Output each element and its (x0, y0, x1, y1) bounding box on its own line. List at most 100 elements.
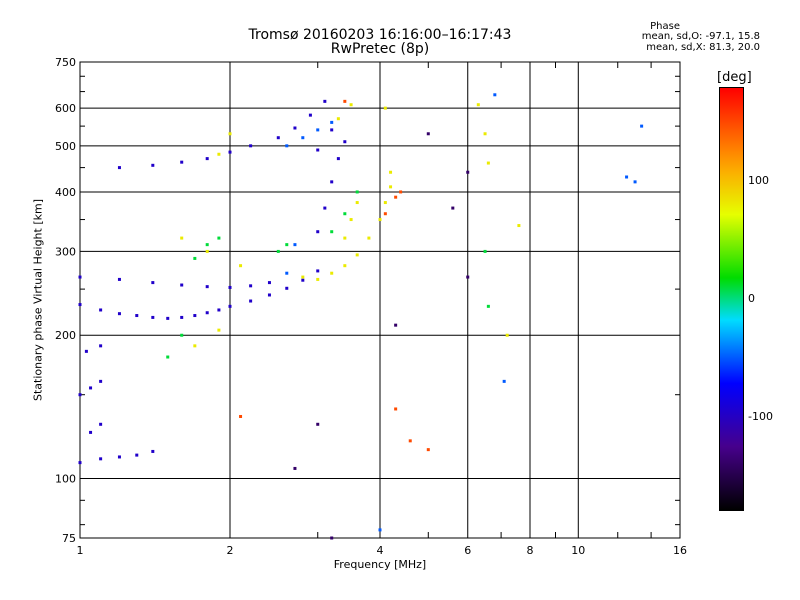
data-point (389, 170, 393, 174)
data-point (117, 455, 121, 459)
data-point (330, 180, 334, 184)
data-point (330, 128, 334, 132)
data-point (323, 99, 327, 103)
data-point (399, 190, 403, 194)
data-point (205, 311, 209, 315)
data-point (330, 230, 334, 234)
data-point (505, 333, 509, 337)
data-point (355, 201, 359, 205)
data-point (285, 271, 289, 275)
x-tick-label: 16 (673, 544, 687, 557)
data-point (217, 236, 221, 240)
data-point (193, 256, 197, 260)
data-point (84, 349, 88, 353)
data-point (205, 249, 209, 253)
x-tick-label: 2 (227, 544, 234, 557)
data-point (625, 175, 629, 179)
data-point (117, 312, 121, 316)
data-point (343, 264, 347, 268)
data-point (451, 206, 455, 210)
data-point (249, 144, 253, 148)
data-point (336, 117, 340, 121)
data-point (394, 323, 398, 327)
phase-colorbar (719, 87, 744, 511)
data-point (180, 160, 184, 164)
data-point (483, 249, 487, 253)
data-point (217, 152, 221, 156)
data-point (426, 132, 430, 136)
data-point (205, 285, 209, 289)
data-point (239, 264, 243, 268)
data-point (293, 126, 297, 130)
data-point (633, 180, 637, 184)
data-point (308, 113, 312, 117)
data-point (151, 449, 155, 453)
data-point (151, 281, 155, 285)
data-point (383, 106, 387, 110)
data-point (517, 224, 521, 228)
data-point (78, 461, 82, 465)
data-point (89, 386, 93, 390)
chart-title: Tromsø 20160203 16:16:00–16:17:43 (248, 27, 512, 43)
data-point (349, 103, 353, 107)
colorbar-tick-label: -100 (748, 409, 773, 423)
x-tick-label: 6 (464, 544, 471, 557)
data-point (293, 466, 297, 470)
data-point (316, 277, 320, 281)
data-point (355, 253, 359, 257)
data-point (301, 278, 305, 282)
x-tick-label: 1 (77, 544, 84, 557)
data-point (151, 163, 155, 167)
data-point (389, 185, 393, 189)
data-point (301, 275, 305, 279)
data-point (301, 136, 305, 140)
data-point (267, 281, 271, 285)
data-point (483, 132, 487, 136)
data-point (383, 201, 387, 205)
data-point (180, 236, 184, 240)
colorbar-tick-label: 100 (748, 174, 769, 188)
data-point (316, 269, 320, 273)
data-point (180, 315, 184, 319)
data-point (330, 120, 334, 124)
phase-stats-x: mean, sd,X: 81.3, 20.0 (646, 42, 760, 53)
data-point (89, 430, 93, 434)
data-point (78, 275, 82, 279)
data-point (217, 308, 221, 312)
data-point (228, 285, 232, 289)
data-point (486, 304, 490, 308)
x-tick-label: 4 (377, 544, 384, 557)
data-point (193, 344, 197, 348)
data-point (99, 344, 103, 348)
data-point (394, 407, 398, 411)
data-point (78, 393, 82, 397)
data-point (383, 212, 387, 216)
data-point (99, 422, 103, 426)
data-point (316, 422, 320, 426)
data-point (343, 236, 347, 240)
data-point (343, 140, 347, 144)
data-point (426, 448, 430, 452)
data-point (228, 132, 232, 136)
data-point (193, 314, 197, 318)
data-point (117, 166, 121, 170)
x-tick-label: 10 (571, 544, 585, 557)
data-point (343, 212, 347, 216)
data-point (205, 243, 209, 247)
data-point (466, 275, 470, 279)
y-tick-label: 75 (62, 532, 76, 545)
data-point (408, 439, 412, 443)
data-point (276, 136, 280, 140)
y-tick-label: 600 (55, 102, 76, 115)
colorbar-label: [deg] (717, 70, 752, 85)
y-tick-label: 100 (55, 473, 76, 486)
data-point (336, 157, 340, 161)
data-point (249, 284, 253, 288)
phase-stats-o: mean, sd,O: -97.1, 15.8 (641, 31, 760, 42)
data-point (78, 303, 82, 307)
y-tick-label: 200 (55, 329, 76, 342)
data-point (486, 161, 490, 165)
y-tick-label: 300 (55, 245, 76, 258)
data-point (267, 293, 271, 297)
